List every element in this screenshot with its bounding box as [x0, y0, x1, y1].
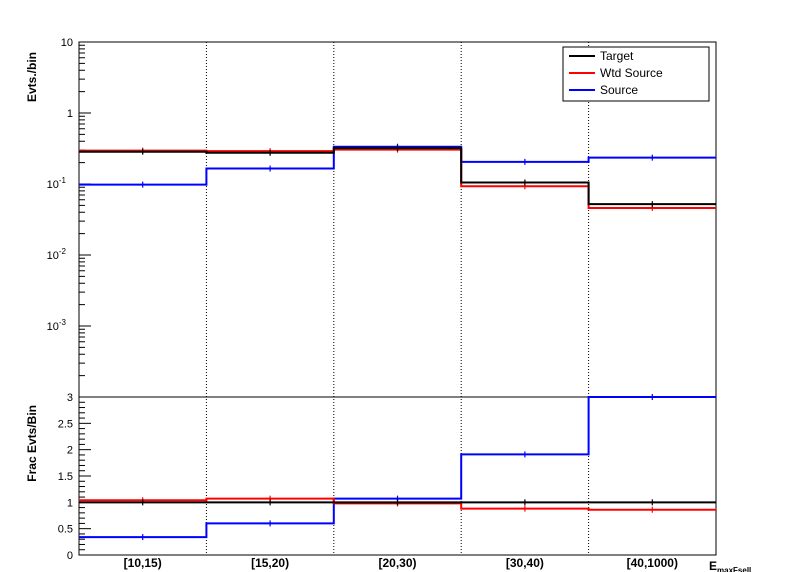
- legend-label: Wtd Source: [600, 66, 663, 80]
- y-tick-label: 0.5: [58, 524, 73, 536]
- y-tick-label: 1: [67, 108, 73, 120]
- lower-plot-frame: [78, 396, 717, 556]
- x-axis-title: EmaxFsell: [709, 559, 751, 572]
- y-tick-label: 2: [67, 445, 73, 457]
- y-tick-label: 1: [67, 497, 73, 509]
- lower-series-source: [79, 396, 716, 539]
- y-tick-label: 10-1: [47, 176, 67, 191]
- x-tick-label: [10,15): [124, 556, 162, 570]
- y-tick-label: 10-2: [47, 247, 67, 262]
- legend-label: Source: [600, 83, 638, 97]
- y-tick-label: 2.5: [58, 418, 73, 430]
- y-tick-label: 10-3: [47, 318, 67, 333]
- x-tick-label: [20,30): [378, 556, 416, 570]
- legend-label: Target: [600, 49, 634, 63]
- x-tick-label: [30,40): [506, 556, 544, 570]
- x-tick-label: [15,20): [251, 556, 289, 570]
- y-tick-label: 1.5: [58, 471, 73, 483]
- y-axis-title: Evts./bin: [25, 52, 39, 102]
- y-tick-label: 3: [67, 392, 73, 404]
- y-tick-label: 10: [61, 37, 73, 49]
- x-tick-label: [40,1000): [627, 556, 678, 570]
- y-tick-label: 0: [67, 550, 73, 562]
- y-axis-title: Frac Evts/Bin: [25, 405, 39, 482]
- upper-series-target: [79, 147, 716, 206]
